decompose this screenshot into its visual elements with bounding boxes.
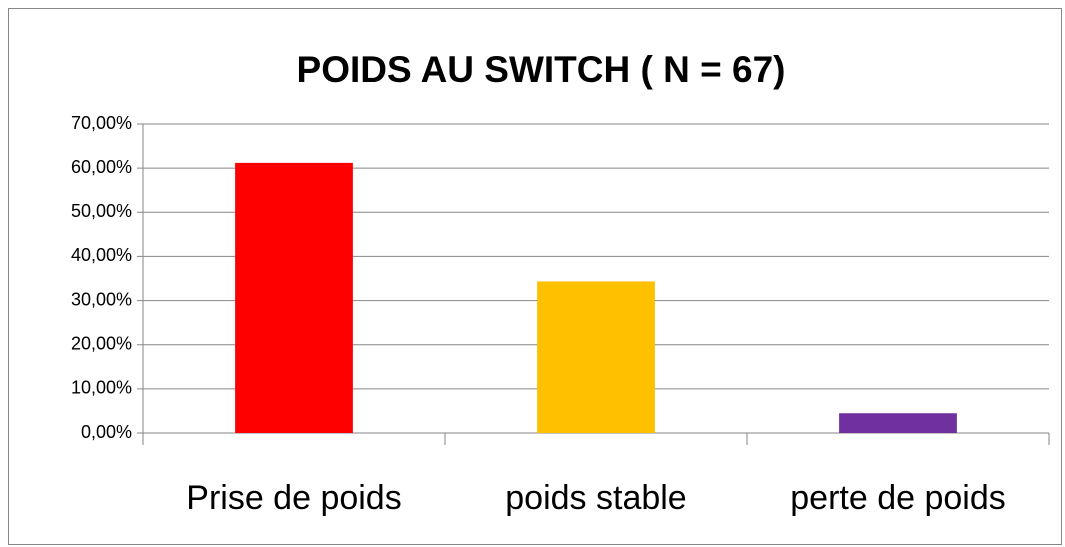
y-tick-label: 60,00% xyxy=(71,157,132,177)
y-tick-label: 0,00% xyxy=(81,422,132,442)
chart-frame xyxy=(8,8,1062,545)
bar xyxy=(235,162,353,433)
bar xyxy=(839,413,957,433)
y-tick-label: 40,00% xyxy=(71,245,132,265)
y-tick-label: 70,00% xyxy=(71,113,132,133)
x-tick-label: perte de poids xyxy=(790,479,1006,517)
bar xyxy=(537,281,655,433)
chart-title: POIDS AU SWITCH ( N = 67) xyxy=(297,49,786,90)
y-tick-label: 10,00% xyxy=(71,378,132,398)
x-tick-label: poids stable xyxy=(505,479,686,517)
y-tick-label: 30,00% xyxy=(71,289,132,309)
y-tick-label: 50,00% xyxy=(71,201,132,221)
x-tick-label: Prise de poids xyxy=(186,479,401,517)
y-tick-label: 20,00% xyxy=(71,333,132,353)
